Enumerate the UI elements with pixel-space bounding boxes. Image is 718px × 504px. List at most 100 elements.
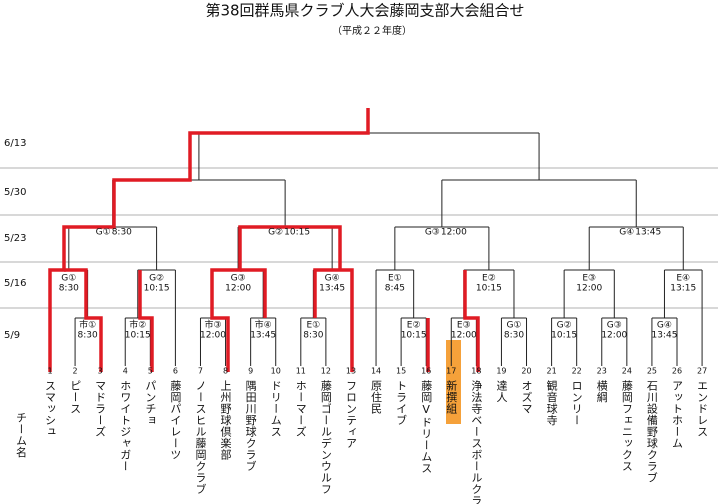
date-label: 5/16 [4, 278, 26, 289]
match-time: 10:15 [401, 331, 427, 341]
match-time: 8:30 [504, 331, 524, 341]
team-number: 16 [421, 367, 431, 376]
match-label: G③ [607, 321, 622, 331]
team-name: トライブ [395, 380, 408, 426]
team-name: エンドレス [696, 380, 709, 438]
match-label: E① [306, 321, 320, 331]
match-label: G② [557, 321, 572, 331]
match-time: 10:15 [125, 331, 151, 341]
team-number: 3 [98, 367, 103, 376]
team-number: 18 [471, 367, 481, 376]
team-number: 5 [148, 367, 153, 376]
match-time: 10:15 [284, 228, 310, 238]
team-number: 8 [223, 367, 228, 376]
team-number: 17 [446, 367, 456, 376]
highlight [446, 340, 461, 424]
team-number: 6 [173, 367, 178, 376]
match-time: 12:00 [441, 228, 467, 238]
team-name: 観音球寺 [545, 379, 558, 426]
team-name: フロンティア [344, 380, 357, 449]
team-header: チーム名 [15, 412, 28, 458]
match-label: G① [61, 274, 76, 284]
match-label: G③ [231, 274, 246, 284]
match-label: E② [482, 274, 496, 284]
team-number: 25 [647, 367, 657, 376]
team-name: 石川設備野球クラブ [645, 380, 658, 484]
team-number: 13 [346, 367, 356, 376]
match-time: 13:45 [651, 331, 677, 341]
match-time: 12:00 [601, 331, 627, 341]
team-number: 10 [271, 367, 281, 376]
team-name: ドリームス [269, 380, 282, 438]
team-name: 新撰組 [445, 379, 458, 415]
team-name: ノースヒル藤岡クラブ [194, 380, 207, 495]
team-name: アットホーム [671, 380, 684, 449]
team-name: 横綱 [595, 379, 608, 404]
match-time: 8:30 [59, 284, 79, 294]
team-number: 27 [697, 367, 707, 376]
match-label: G① [96, 228, 111, 238]
match-label: G③ [425, 228, 440, 238]
match-label: E② [407, 321, 421, 331]
match-time: 8:30 [303, 331, 323, 341]
team-name: 隅田川野球クラブ [244, 380, 257, 472]
team-number: 12 [321, 367, 331, 376]
team-number: 20 [521, 367, 531, 376]
match-time: 8:30 [112, 228, 132, 238]
team-name: ホワイトジャガー [119, 380, 132, 472]
team-name: 藤岡Vドリームス [420, 380, 433, 474]
date-label: 5/23 [4, 233, 26, 244]
title: 第38回群馬県クラブ人大会藤岡支部大会組合せ [205, 2, 524, 20]
team-number: 7 [198, 367, 203, 376]
match-label: 市④ [255, 319, 272, 331]
match-label: 市① [79, 319, 96, 331]
match-label: G② [149, 274, 164, 284]
team-number: 22 [572, 367, 582, 376]
team-number: 14 [371, 367, 381, 376]
team-name: 原住民 [370, 380, 383, 415]
team-number: 9 [248, 367, 253, 376]
match-label: G② [268, 228, 283, 238]
match-time: 13:45 [635, 228, 661, 238]
match-time: 12:00 [451, 331, 477, 341]
match-time: 12:00 [200, 331, 226, 341]
match-label: E① [388, 274, 402, 284]
match-label: 市③ [204, 319, 221, 331]
bracket-lines [49, 108, 703, 366]
team-number: 15 [396, 367, 406, 376]
team-number: 23 [597, 367, 607, 376]
team-name: ホーマーズ [294, 380, 307, 438]
match-time: 12:00 [576, 284, 602, 294]
match-label: E③ [582, 274, 596, 284]
team-name: ピース [69, 380, 82, 415]
match-label: 市② [129, 319, 146, 331]
team-name: 藤岡ゴールデンウルフ [319, 380, 332, 495]
separators [0, 167, 718, 309]
team-number: 4 [123, 367, 128, 376]
team-name: 達人 [495, 380, 508, 403]
match-label: G④ [657, 321, 672, 331]
date-label: 5/30 [4, 187, 26, 198]
team-name: オズマ [520, 380, 533, 415]
team-name: 藤岡パイレーツ [169, 380, 182, 461]
match-time: 13:15 [670, 284, 696, 294]
date-label: 5/9 [4, 330, 20, 341]
team-number: 1 [47, 367, 52, 376]
subtitle: （平成２２年度） [332, 24, 412, 37]
match-label: G④ [325, 274, 340, 284]
team-number: 24 [622, 367, 632, 376]
match-time: 13:45 [319, 284, 345, 294]
team-name: 藤岡フェニックス [620, 380, 633, 472]
team-name: スマッシュ [44, 380, 57, 438]
team-name: 上州野球倶楽部 [219, 380, 232, 461]
match-time: 10:15 [476, 284, 502, 294]
team-number: 11 [296, 367, 306, 376]
match-time: 10:15 [551, 331, 577, 341]
winner-paths [48, 108, 480, 372]
match-time: 8:45 [385, 284, 405, 294]
match-label: E④ [676, 274, 690, 284]
team-number: 2 [73, 367, 78, 376]
match-time: 12:00 [225, 284, 251, 294]
team-name: 浄法寺ベースボールクラブ [470, 379, 483, 504]
